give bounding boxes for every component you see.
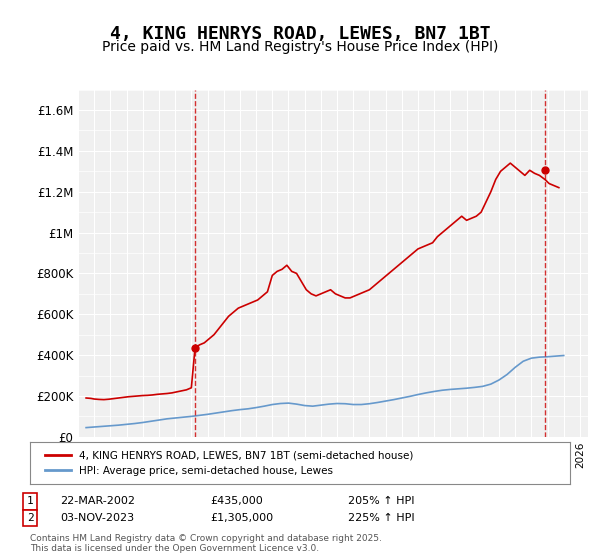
Text: 22-MAR-2002: 22-MAR-2002: [60, 496, 135, 506]
Text: 225% ↑ HPI: 225% ↑ HPI: [348, 513, 415, 523]
Text: 205% ↑ HPI: 205% ↑ HPI: [348, 496, 415, 506]
Legend: 4, KING HENRYS ROAD, LEWES, BN7 1BT (semi-detached house), HPI: Average price, s: 4, KING HENRYS ROAD, LEWES, BN7 1BT (sem…: [41, 447, 418, 480]
Text: Price paid vs. HM Land Registry's House Price Index (HPI): Price paid vs. HM Land Registry's House …: [102, 40, 498, 54]
Text: Contains HM Land Registry data © Crown copyright and database right 2025.
This d: Contains HM Land Registry data © Crown c…: [30, 534, 382, 553]
Text: £1,305,000: £1,305,000: [210, 513, 273, 523]
Text: 03-NOV-2023: 03-NOV-2023: [60, 513, 134, 523]
Text: 2: 2: [26, 513, 34, 523]
Text: £435,000: £435,000: [210, 496, 263, 506]
Text: 1: 1: [26, 496, 34, 506]
Text: 4, KING HENRYS ROAD, LEWES, BN7 1BT: 4, KING HENRYS ROAD, LEWES, BN7 1BT: [110, 25, 490, 43]
